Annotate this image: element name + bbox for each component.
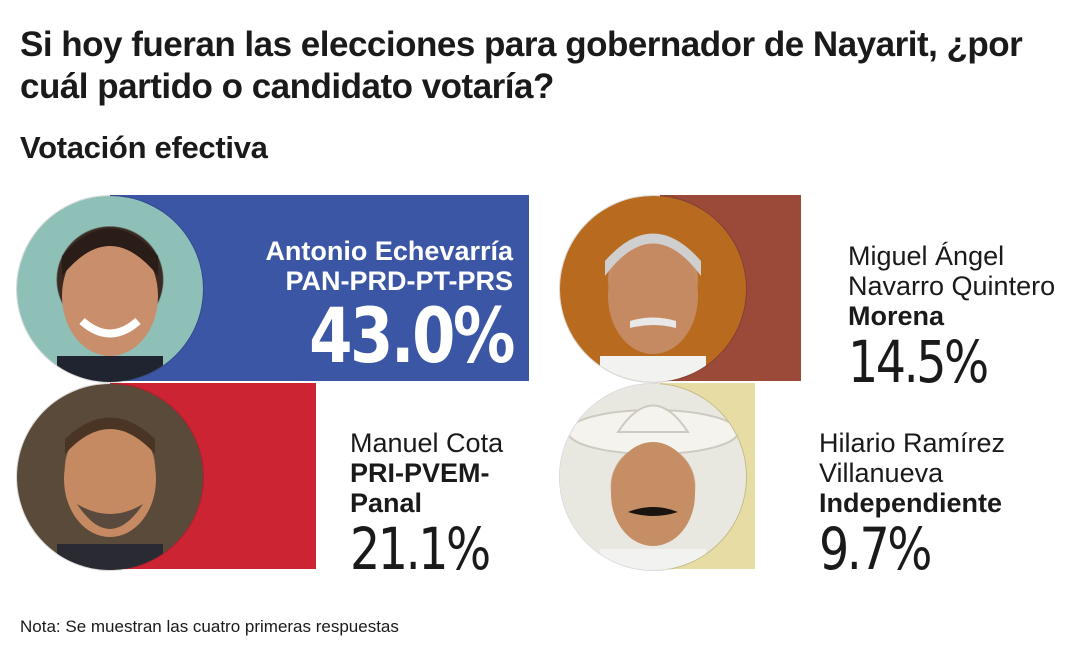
candidate-party: Morena xyxy=(848,301,945,332)
chart-subtitle: Votación efectiva xyxy=(20,130,268,165)
photo-miguel-angel-navarro-quintero xyxy=(560,196,746,382)
photo-hilario-ramirez-villanueva xyxy=(560,384,746,570)
footnote: Nota: Se muestran las cuatro primeras re… xyxy=(20,617,399,636)
candidate-percent: 21.1% xyxy=(350,514,491,583)
candidate-percent: 14.5% xyxy=(848,327,989,396)
candidate-name: Manuel Cota xyxy=(350,428,504,458)
candidate-name: Miguel Ángel Navarro Quintero xyxy=(848,241,1056,302)
candidate-name: Antonio Echevarría xyxy=(265,236,513,266)
photo-manuel-cota xyxy=(17,384,203,570)
candidate-name: Hilario Ramírez Villanueva xyxy=(819,428,1006,489)
candidate-percent: 9.7% xyxy=(819,514,932,583)
label-hilario-ramirez-villanueva: Hilario Ramírez Villanueva Independiente… xyxy=(819,428,1069,580)
candidate-party: PRI-PVEM-Panal xyxy=(350,458,490,519)
chart-title: Si hoy fueran las elecciones para gobern… xyxy=(20,25,1023,106)
label-antonio-echevarria: Antonio Echevarría PAN-PRD-PT-PRS 43.0% xyxy=(193,236,515,381)
candidate-percent: 43.0% xyxy=(309,291,515,381)
label-miguel-angel-navarro-quintero: Miguel Ángel Navarro Quintero Morena 14.… xyxy=(848,241,1078,393)
candidate-party: PAN-PRD-PT-PRS xyxy=(285,266,513,297)
label-manuel-cota: Manuel Cota PRI-PVEM-Panal 21.1% xyxy=(350,428,550,580)
candidate-party: Independiente xyxy=(819,488,1003,519)
photo-antonio-echevarria xyxy=(17,196,203,382)
